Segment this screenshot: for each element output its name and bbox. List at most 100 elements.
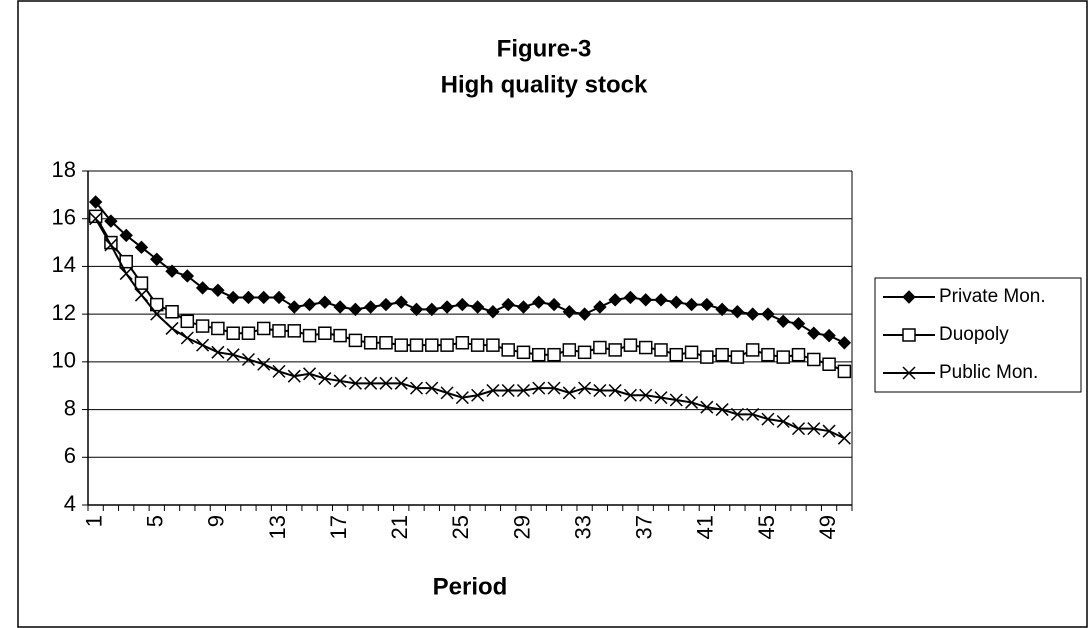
- marker: [807, 422, 821, 436]
- marker: [88, 195, 103, 209]
- marker: [379, 297, 393, 312]
- marker: [165, 305, 179, 319]
- marker: [119, 228, 133, 243]
- marker: [104, 238, 118, 252]
- marker: [730, 305, 745, 319]
- marker: [685, 395, 699, 409]
- marker: [348, 376, 362, 390]
- marker: [88, 209, 103, 224]
- marker: [333, 300, 347, 314]
- marker: [608, 293, 622, 307]
- marker: [394, 338, 408, 352]
- marker: [902, 366, 916, 380]
- marker: [241, 290, 256, 305]
- marker: [715, 403, 729, 417]
- marker: [440, 300, 454, 314]
- marker: [486, 305, 500, 319]
- legend-label: Duopoly: [939, 324, 1009, 345]
- marker: [363, 336, 378, 350]
- marker: [837, 336, 852, 350]
- marker: [608, 343, 622, 357]
- marker: [180, 269, 195, 283]
- marker: [486, 338, 500, 352]
- y-tick-label: 6: [64, 443, 76, 468]
- marker: [608, 383, 622, 398]
- marker: [272, 290, 286, 305]
- x-tick-label: 37: [632, 515, 657, 539]
- marker: [822, 424, 836, 438]
- y-tick-label: 14: [52, 252, 76, 277]
- marker: [669, 347, 684, 362]
- marker: [302, 297, 317, 312]
- marker: [837, 364, 852, 379]
- marker: [532, 347, 546, 362]
- marker: [302, 328, 317, 343]
- marker: [562, 305, 577, 319]
- marker: [730, 407, 744, 421]
- marker: [134, 240, 149, 255]
- marker: [119, 267, 133, 281]
- marker: [654, 343, 668, 357]
- marker: [761, 412, 775, 426]
- marker: [226, 348, 240, 362]
- series-line: [94, 218, 845, 440]
- marker: [700, 297, 714, 312]
- marker: [440, 338, 454, 352]
- x-tick-label: 9: [204, 515, 229, 527]
- marker: [409, 302, 424, 317]
- marker: [379, 376, 393, 390]
- marker: [134, 276, 149, 290]
- x-tick-label: 17: [326, 515, 351, 539]
- marker: [501, 383, 515, 398]
- x-tick-label: 5: [143, 515, 168, 527]
- marker: [303, 367, 317, 381]
- marker: [486, 383, 500, 398]
- marker: [745, 343, 760, 357]
- marker: [547, 297, 561, 312]
- marker: [471, 388, 485, 402]
- marker: [318, 372, 332, 386]
- marker: [516, 345, 531, 360]
- marker: [150, 252, 164, 266]
- marker: [577, 345, 592, 360]
- chart-title: Figure-3: [497, 35, 592, 62]
- y-tick-label: 8: [64, 395, 76, 420]
- x-tick-label: 13: [265, 515, 290, 539]
- marker: [577, 307, 592, 321]
- marker: [623, 388, 637, 402]
- marker: [822, 328, 836, 343]
- marker: [654, 293, 668, 307]
- marker: [195, 319, 210, 333]
- marker: [180, 331, 194, 345]
- marker: [287, 369, 301, 383]
- marker: [684, 297, 699, 312]
- marker: [807, 352, 821, 367]
- x-tick-label: 41: [693, 515, 718, 539]
- marker: [822, 357, 836, 371]
- marker: [501, 297, 515, 312]
- marker: [333, 374, 347, 388]
- marker: [226, 326, 240, 340]
- marker: [532, 381, 546, 395]
- marker: [348, 302, 363, 317]
- marker: [791, 422, 806, 436]
- marker: [807, 326, 821, 340]
- marker: [195, 281, 210, 295]
- marker: [654, 391, 668, 405]
- marker: [455, 297, 470, 312]
- marker: [684, 345, 699, 360]
- marker: [623, 338, 638, 352]
- marker: [180, 314, 195, 329]
- y-tick-label: 18: [52, 157, 76, 182]
- marker: [379, 336, 393, 350]
- marker: [425, 302, 439, 317]
- marker: [226, 290, 240, 305]
- marker: [89, 212, 103, 226]
- marker: [455, 391, 469, 405]
- marker: [639, 388, 653, 402]
- legend-label: Public Mon.: [939, 362, 1038, 383]
- marker: [791, 316, 806, 331]
- y-tick-label: 10: [52, 348, 76, 373]
- marker: [241, 352, 255, 367]
